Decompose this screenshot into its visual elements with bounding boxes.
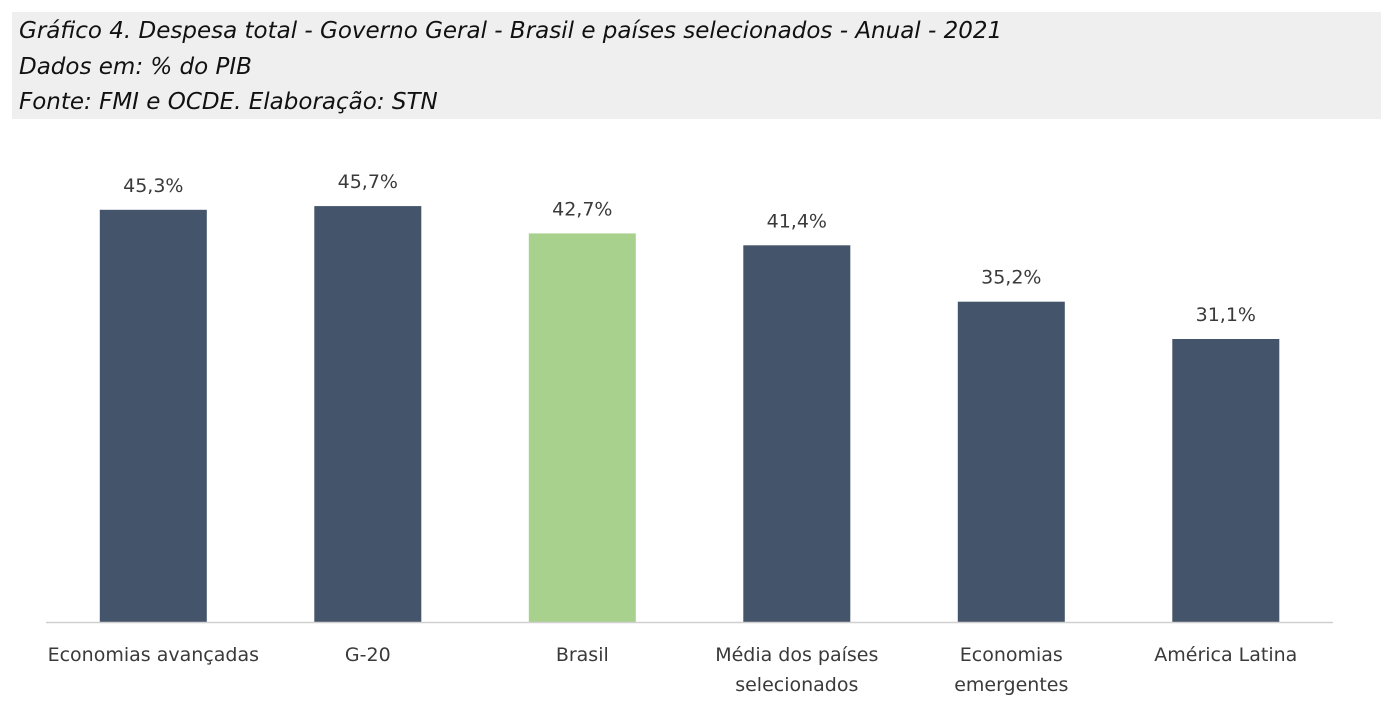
data-label: 35,2%	[981, 267, 1041, 289]
category-label-line: emergentes	[954, 674, 1068, 696]
data-label: 45,3%	[123, 175, 183, 197]
category-label-line: G-20	[345, 644, 391, 666]
bar-média-dos-países-selecionados	[743, 245, 851, 623]
value-labels-layer: 45,3% 45,7% 42,7% 41,4% 35,2% 31,1%	[123, 171, 1256, 326]
category-labels-layer: Economias avançadas G-20 Brasil Média dos p…	[48, 644, 1298, 696]
bar-brasil	[528, 233, 636, 622]
chart-source: Fonte: FMI e OCDE. Elaboração: STN	[19, 89, 438, 115]
category-label: G-20	[345, 644, 391, 666]
data-label: 45,7%	[338, 171, 398, 193]
category-label: Brasil	[556, 644, 609, 666]
bar-américa-latina	[1172, 339, 1280, 622]
chart-title: Gráfico 4. Despesa total - Governo Geral…	[19, 18, 1003, 44]
category-label-line: Brasil	[556, 644, 609, 666]
category-label: Média dos países selecionados	[715, 644, 878, 696]
chart-units: Dados em: % do PIB	[19, 54, 252, 80]
category-label-line: América Latina	[1154, 644, 1297, 666]
data-label: 31,1%	[1196, 304, 1256, 326]
bars-layer	[99, 206, 1280, 623]
data-label: 41,4%	[767, 210, 827, 232]
category-label-line: Economias	[960, 644, 1063, 666]
bar-g-20	[314, 206, 422, 622]
category-label-line: Economias avançadas	[48, 644, 259, 666]
category-label: Economias emergentes	[954, 644, 1068, 696]
data-label: 42,7%	[552, 198, 612, 220]
bar-economias-avançadas	[99, 209, 207, 623]
chart-header: Gráfico 4. Despesa total - Governo Geral…	[12, 12, 1381, 119]
bar-economias-emergentes	[957, 301, 1065, 622]
category-label: Economias avançadas	[48, 644, 259, 666]
category-label-line: selecionados	[735, 674, 858, 696]
category-label-line: Média dos países	[715, 644, 878, 666]
category-label: América Latina	[1154, 644, 1297, 666]
